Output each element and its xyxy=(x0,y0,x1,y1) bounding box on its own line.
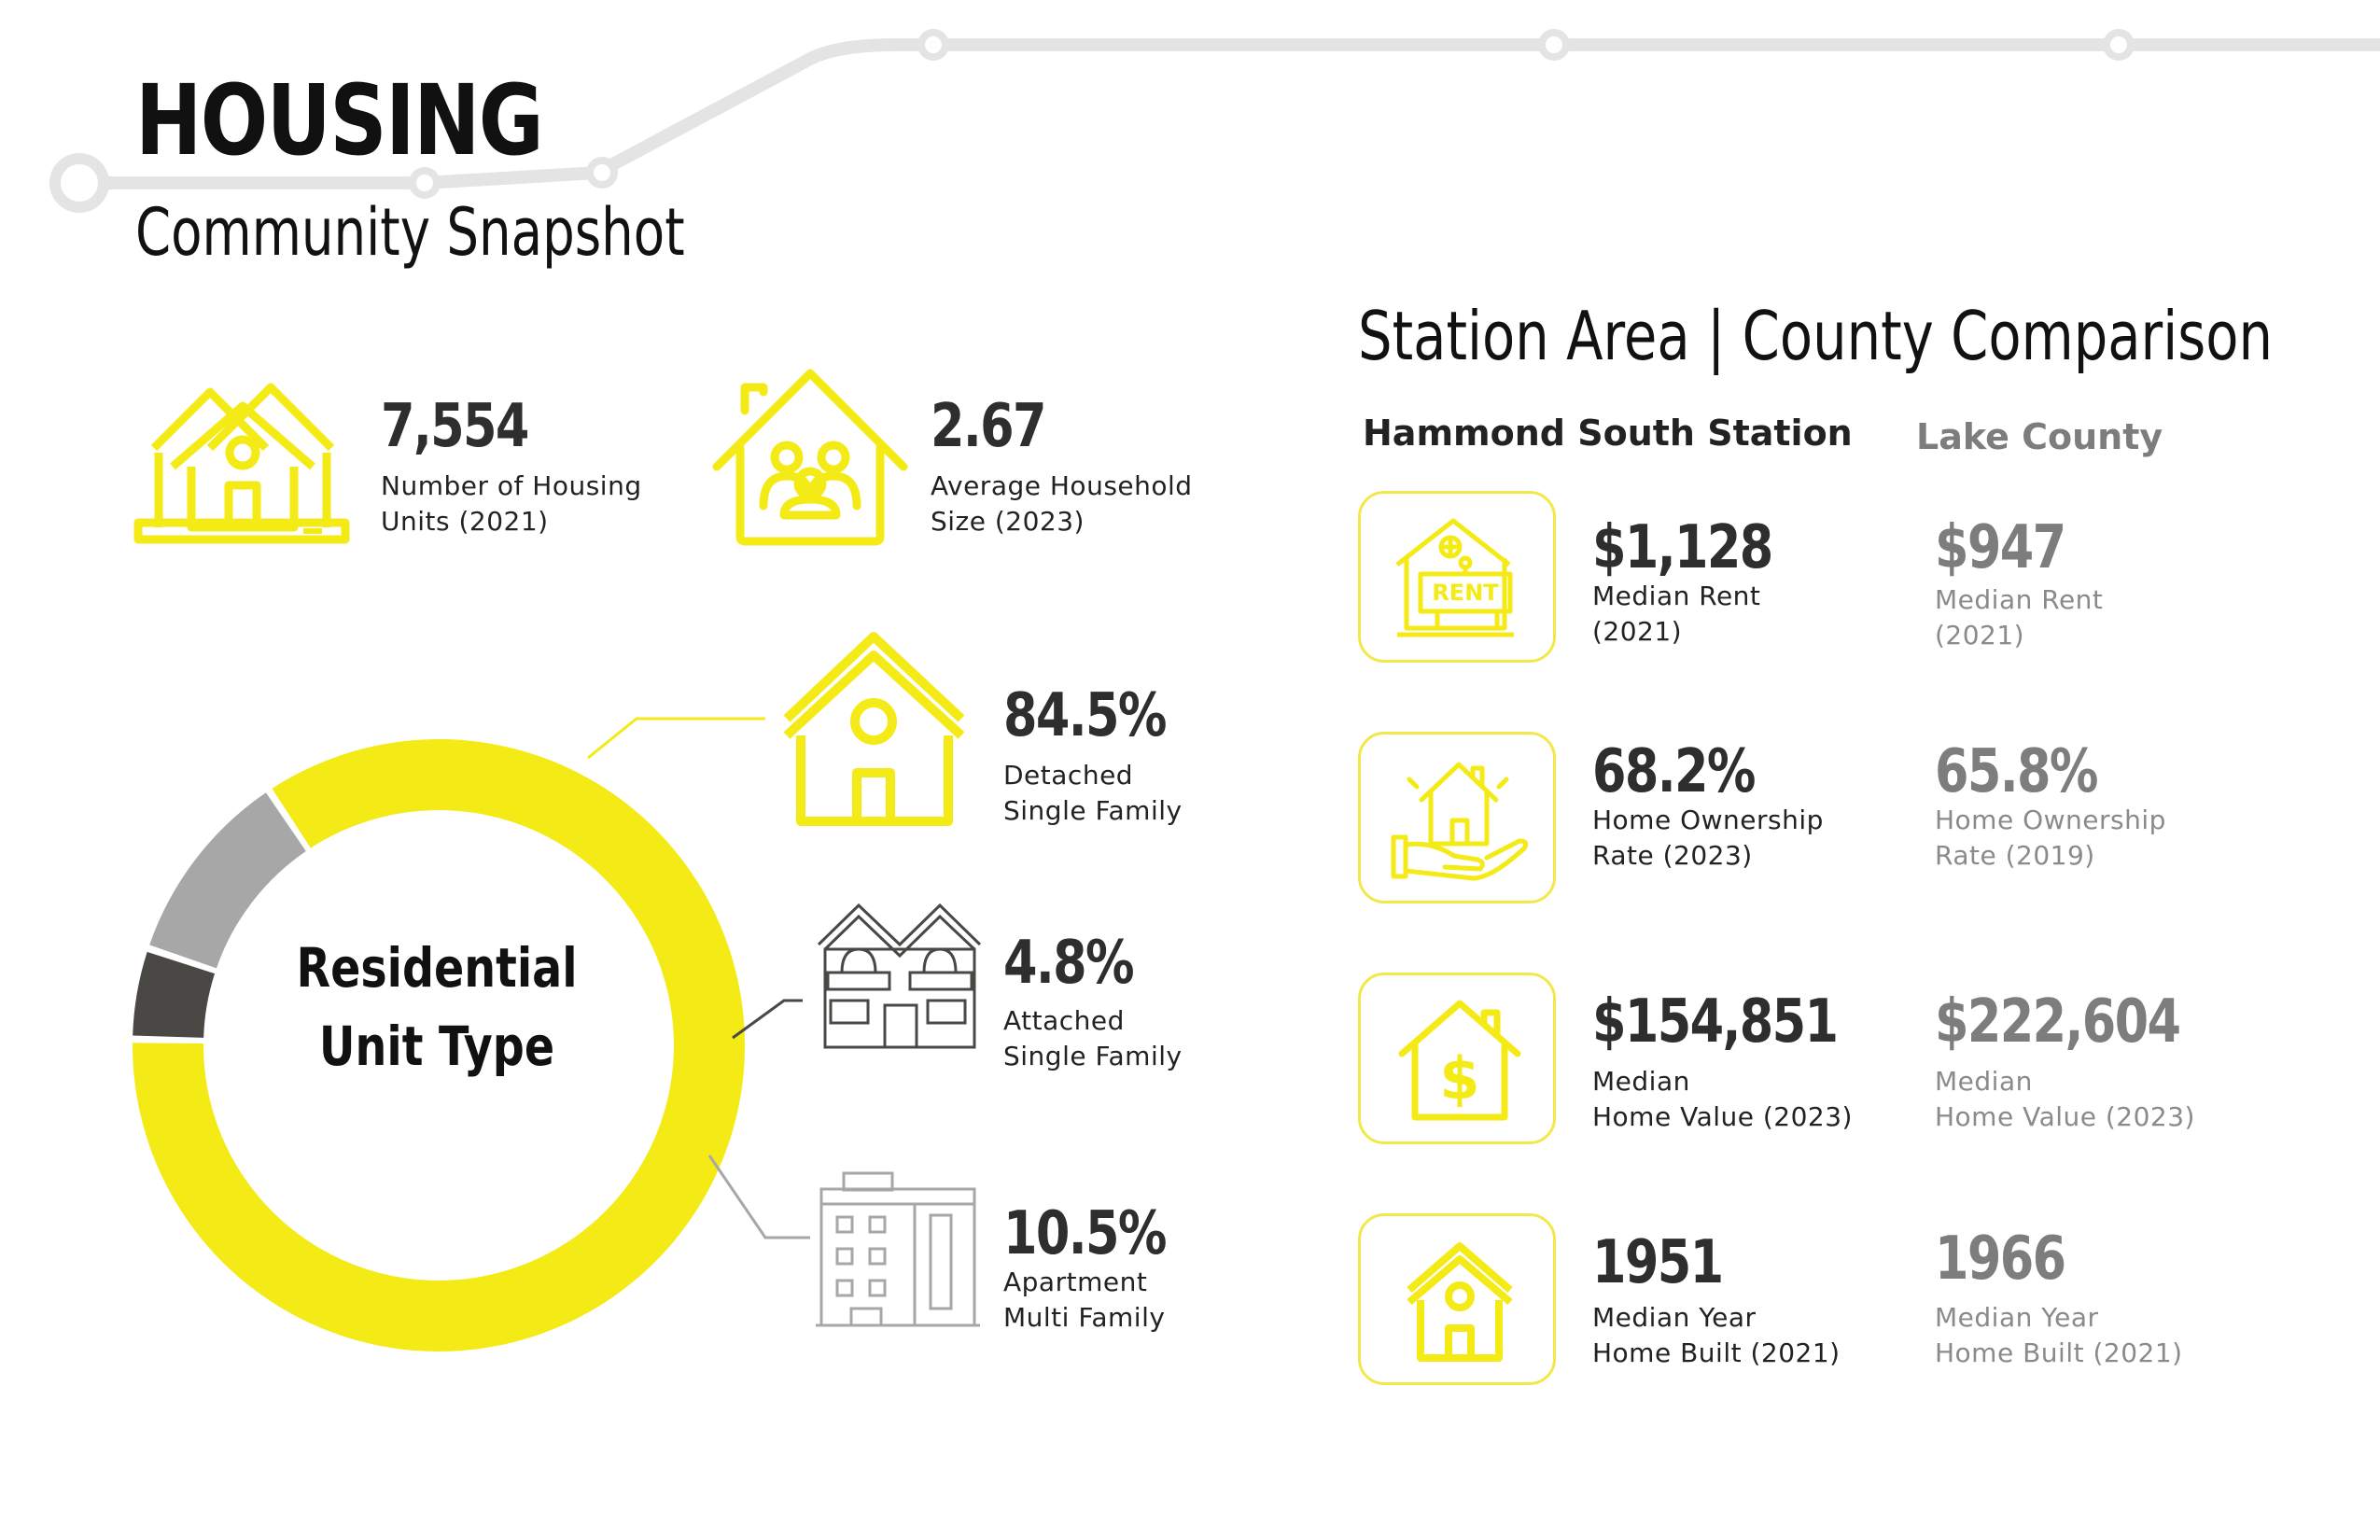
comparison-title: Station Area | County Comparison xyxy=(1358,297,2273,375)
legend-value-detached: 84.5% xyxy=(1003,681,1168,750)
county-ownership-label: Home Ownership Rate (2019) xyxy=(1935,805,2166,871)
rent-icon-box: RENT xyxy=(1358,491,1556,663)
svg-text:RENT: RENT xyxy=(1432,580,1499,606)
page-title: HOUSING xyxy=(135,63,544,177)
county-home-value-value: $222,604 xyxy=(1935,987,2181,1057)
transit-stop-icon xyxy=(49,153,109,213)
county-home-value-label: Median Home Value (2023) xyxy=(1935,1066,2195,1132)
legend-label-attached: Attached Single Family xyxy=(1003,1005,1183,1071)
transit-stop-icon xyxy=(409,167,441,199)
donut-slice-attached xyxy=(133,951,216,1038)
household-size-value: 2.67 xyxy=(931,392,1047,461)
page-subtitle: Community Snapshot xyxy=(135,194,685,271)
county-ownership-value: 65.8% xyxy=(1935,737,2099,806)
legend-label-detached: Detached Single Family xyxy=(1003,760,1183,826)
dollar-house-icon: $ xyxy=(1398,1000,1521,1121)
household-size-label: Average Household Size (2023) xyxy=(931,470,1193,537)
year-built-icon-box xyxy=(1358,1213,1556,1385)
county-median-rent-value: $947 xyxy=(1935,513,2066,582)
unit-type-donut-chart xyxy=(133,739,745,1352)
legend-label-apartment: Apartment Multi Family xyxy=(1003,1267,1166,1333)
apartment-building-icon xyxy=(816,1171,980,1327)
station-ownership-value: 68.2% xyxy=(1592,737,1757,806)
station-home-value-value: $154,851 xyxy=(1592,987,1839,1057)
transit-stop-icon xyxy=(917,29,949,61)
family-house-icon xyxy=(712,369,908,546)
chart-center-title: Residential Unit Type xyxy=(296,936,578,1078)
house-icon xyxy=(1407,1242,1513,1362)
ownership-icon-box xyxy=(1358,732,1556,903)
legend-value-attached: 4.8% xyxy=(1003,929,1135,998)
station-median-rent-label: Median Rent (2021) xyxy=(1592,581,1761,647)
housing-units-value: 7,554 xyxy=(381,392,529,461)
transit-stop-icon xyxy=(2103,29,2135,61)
legend-value-apartment: 10.5% xyxy=(1003,1199,1168,1268)
station-ownership-label: Home Ownership Rate (2023) xyxy=(1592,805,1824,871)
hand-house-icon xyxy=(1391,762,1529,881)
station-home-value-label: Median Home Value (2023) xyxy=(1592,1066,1853,1132)
station-year-built-value: 1951 xyxy=(1592,1228,1724,1297)
transit-stop-icon xyxy=(586,157,618,189)
station-column-header: Hammond South Station xyxy=(1363,413,1853,454)
houses-icon xyxy=(133,383,350,544)
county-median-rent-label: Median Rent (2021) xyxy=(1935,584,2104,651)
chart-connector-lines xyxy=(587,717,810,1239)
attached-house-icon xyxy=(817,903,982,1049)
home-value-icon-box: $ xyxy=(1358,973,1556,1144)
county-column-header: Lake County xyxy=(1916,416,2163,457)
county-year-built-label: Median Year Home Built (2021) xyxy=(1935,1302,2183,1368)
svg-text:$: $ xyxy=(1439,1044,1479,1113)
donut-slice-apartment xyxy=(149,792,306,969)
station-year-built-label: Median Year Home Built (2021) xyxy=(1592,1302,1841,1368)
rent-sign-icon: RENT xyxy=(1395,518,1514,637)
housing-units-label: Number of Housing Units (2021) xyxy=(381,470,642,537)
station-median-rent-value: $1,128 xyxy=(1592,513,1773,582)
transit-stop-icon xyxy=(1538,29,1570,61)
detached-house-icon xyxy=(783,632,965,826)
county-year-built-value: 1966 xyxy=(1935,1225,2066,1294)
transit-line-decoration xyxy=(49,29,2380,213)
